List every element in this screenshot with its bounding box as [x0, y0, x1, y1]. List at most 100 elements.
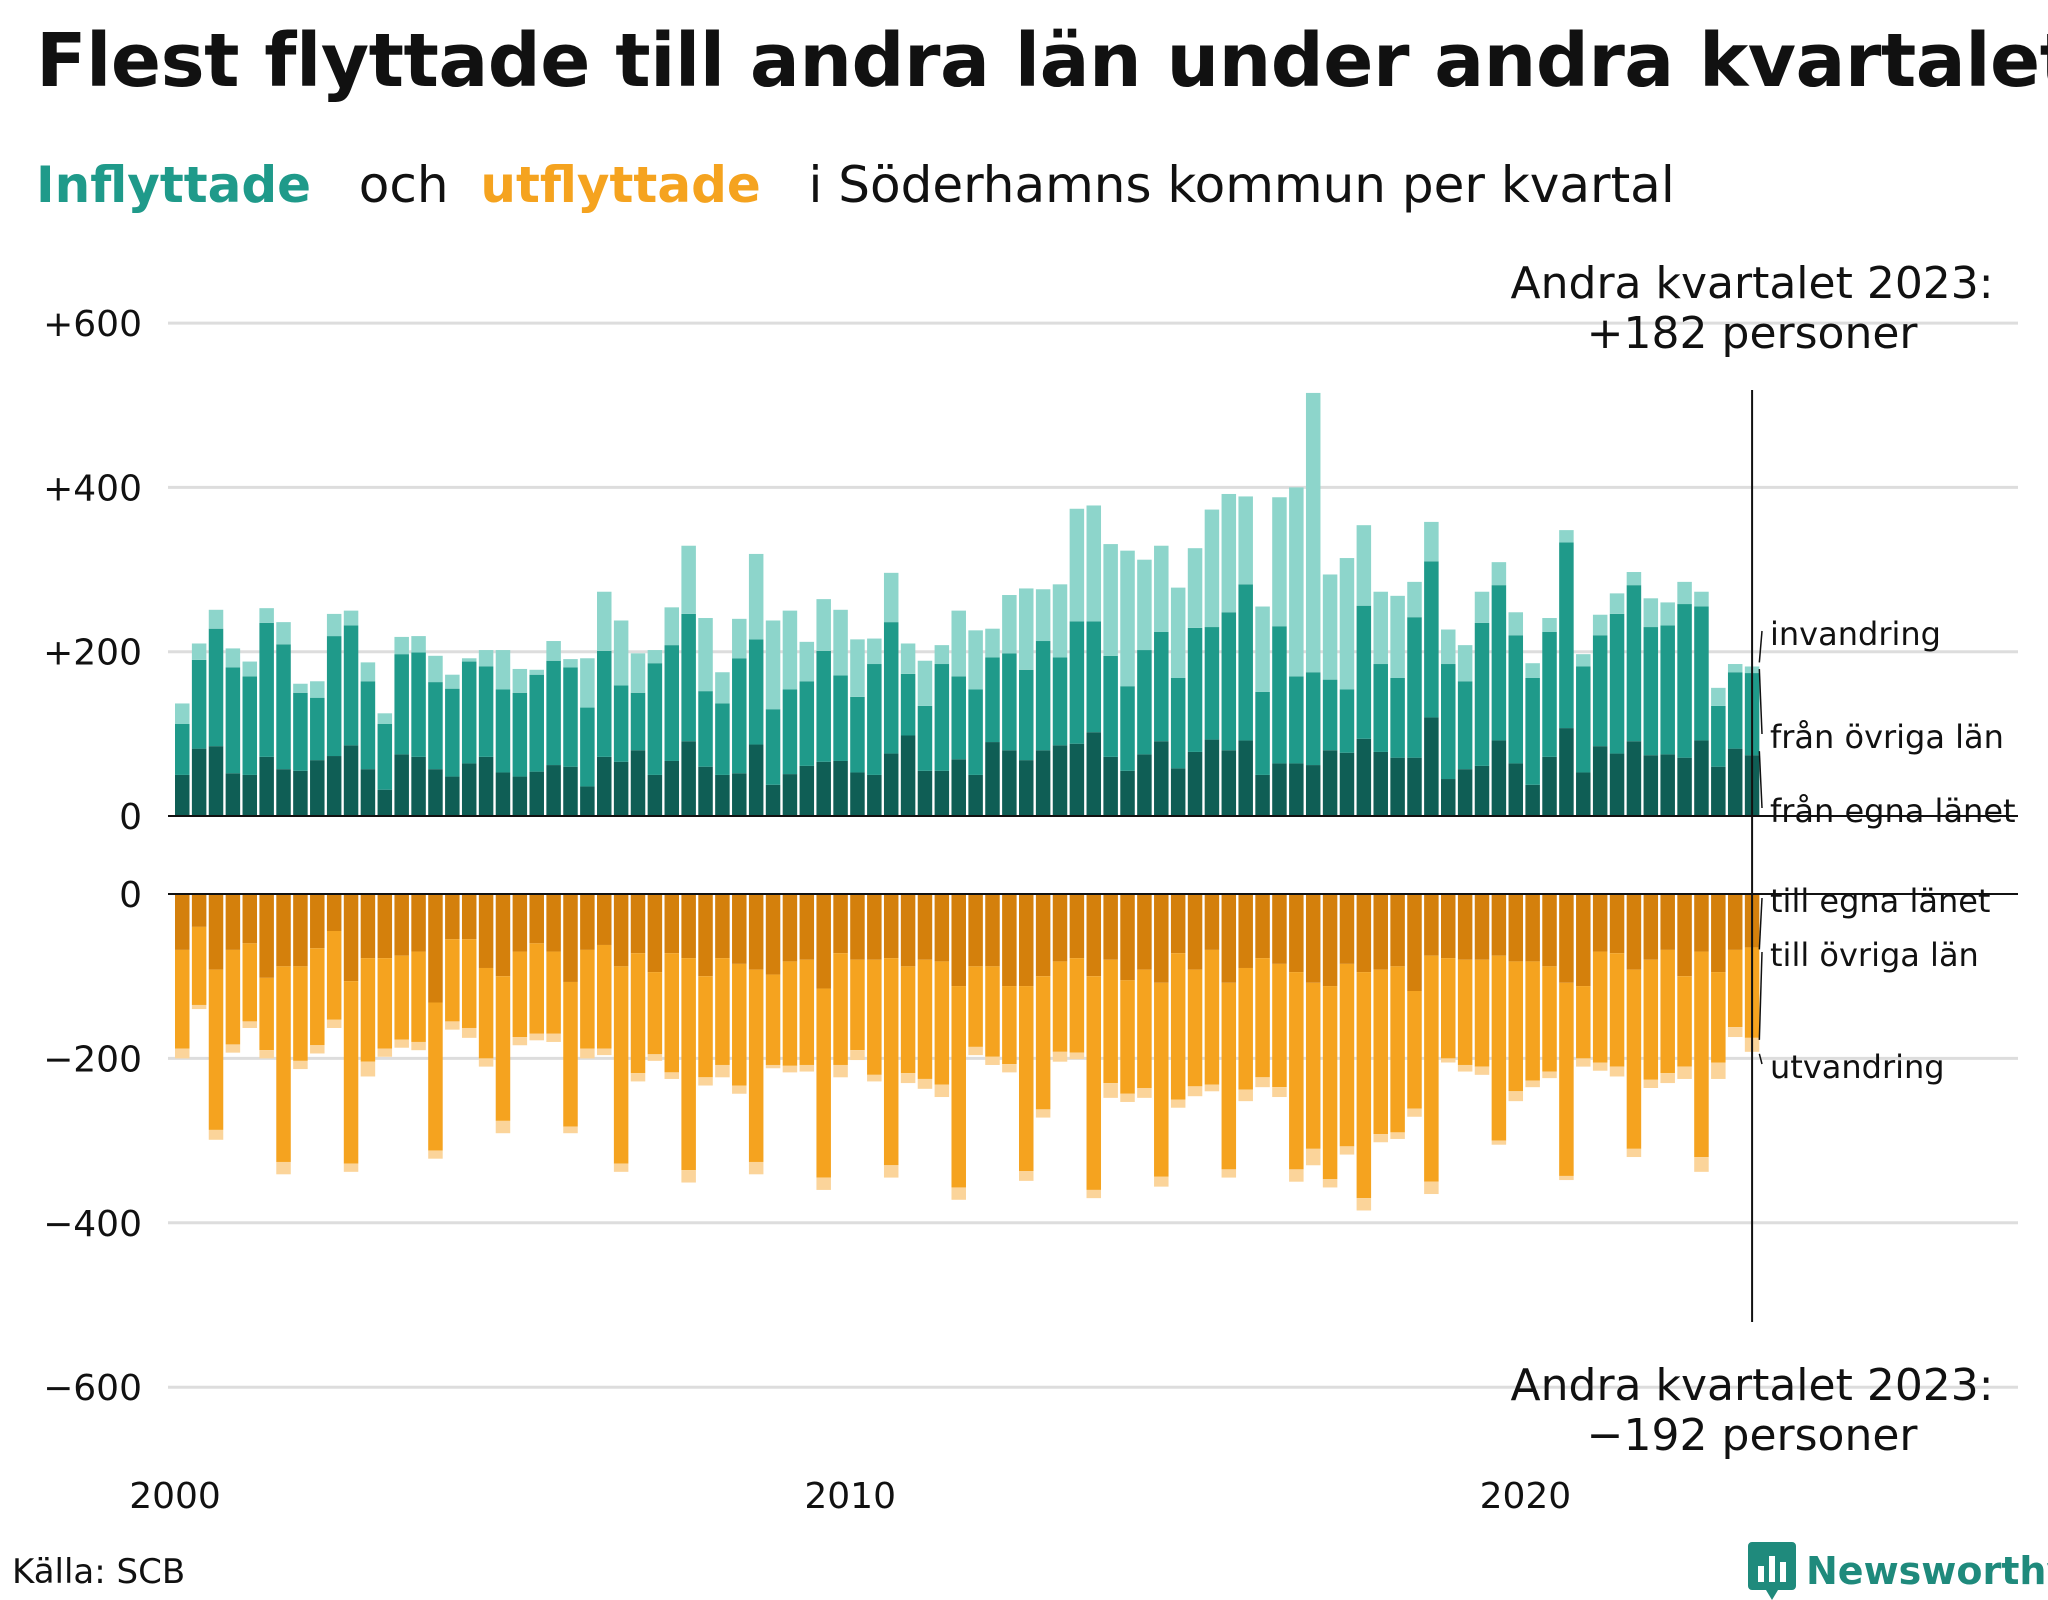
bar-in-2	[546, 641, 561, 661]
bar-out-2	[394, 1039, 409, 1048]
bar-out-1	[293, 966, 308, 1061]
bar-out-1	[1154, 982, 1169, 1177]
bar-in-1	[461, 661, 477, 764]
bar-in-1	[1727, 672, 1743, 749]
bar-in-0	[1255, 774, 1270, 816]
bar-in-1	[681, 613, 696, 742]
bar-in-2	[867, 638, 882, 665]
bar-in-2	[1120, 550, 1135, 687]
bar-in-1	[1694, 606, 1709, 741]
bar-in-0	[445, 776, 460, 816]
bar-out-2	[1407, 1108, 1422, 1117]
bar-in-1	[1660, 625, 1675, 755]
bar-out-1	[191, 926, 207, 1005]
bar-out-1	[1660, 949, 1675, 1074]
bar-out-1	[1120, 980, 1135, 1094]
bar-in-0	[1052, 745, 1068, 816]
newsworthy-logo[interactable]: Newsworthy	[1748, 1542, 2048, 1600]
bar-in-0	[529, 771, 544, 816]
bar-out-2	[1120, 1093, 1135, 1102]
bar-out-1	[698, 976, 713, 1078]
bar-in-2	[1356, 525, 1372, 606]
bar-in-2	[191, 643, 207, 660]
bar-out-0	[1508, 894, 1524, 962]
bar-in-1	[1407, 617, 1422, 758]
logo-text: Newsworthy	[1806, 1549, 2048, 1593]
bar-out-2	[546, 1033, 561, 1042]
bar-in-0	[597, 756, 612, 816]
bar-out-2	[1508, 1091, 1524, 1102]
bar-out-0	[1052, 894, 1068, 962]
bar-out-2	[1576, 1058, 1591, 1067]
bar-in-0	[1305, 765, 1321, 816]
bar-in-2	[934, 645, 950, 665]
bar-in-2	[1677, 581, 1692, 605]
bar-in-2	[1373, 591, 1388, 665]
bar-out-2	[580, 1048, 595, 1059]
bar-in-0	[1322, 750, 1338, 816]
bar-in-2	[1322, 574, 1338, 680]
bar-out-2	[461, 1027, 477, 1038]
bar-out-2	[1694, 1157, 1709, 1172]
bar-out-2	[1322, 1179, 1338, 1188]
bar-out-2	[259, 1050, 274, 1059]
bar-out-0	[1694, 894, 1709, 952]
bar-out-1	[1542, 966, 1557, 1072]
subtitle-utflyttade: utflyttade	[480, 156, 761, 214]
bar-in-2	[242, 661, 258, 677]
bar-out-1	[1626, 969, 1642, 1149]
bar-in-2	[613, 620, 629, 686]
bar-in-1	[748, 639, 764, 745]
bar-in-0	[1592, 746, 1608, 816]
bar-in-1	[1457, 681, 1473, 770]
bar-in-1	[276, 644, 291, 770]
y-tick-label: +400	[43, 468, 142, 509]
bar-in-2	[597, 591, 612, 651]
bar-out-0	[461, 894, 477, 940]
bar-in-0	[698, 766, 713, 816]
bar-out-2	[613, 1163, 629, 1172]
y-tick-label: −200	[43, 1039, 142, 1080]
bar-out-2	[934, 1084, 950, 1098]
bar-out-1	[1103, 959, 1118, 1084]
bar-out-1	[1356, 972, 1372, 1199]
bar-out-0	[1424, 894, 1439, 956]
bar-out-0	[900, 894, 916, 967]
bar-out-2	[850, 1050, 865, 1061]
bar-in-1	[1424, 561, 1439, 718]
bar-out-2	[1170, 1099, 1186, 1108]
bar-out-0	[1187, 894, 1203, 970]
bar-in-2	[1086, 505, 1102, 622]
bar-in-0	[1727, 748, 1743, 816]
bar-out-2	[276, 1161, 291, 1175]
bar-out-0	[1204, 894, 1220, 950]
bar-in-0	[985, 742, 1000, 816]
bar-out-2	[1441, 1058, 1456, 1063]
bar-in-2	[1660, 602, 1675, 626]
bar-out-2	[900, 1073, 916, 1084]
bar-out-2	[225, 1044, 241, 1053]
bar-in-0	[326, 756, 342, 816]
bar-out-0	[748, 894, 764, 970]
bar-in-1	[529, 674, 544, 772]
bar-out-1	[1491, 955, 1507, 1141]
bar-in-0	[833, 760, 848, 816]
bar-out-1	[1559, 982, 1574, 1176]
bar-out-1	[1525, 961, 1540, 1081]
bar-out-1	[816, 988, 831, 1178]
bar-in-1	[1154, 631, 1169, 742]
bar-in-1	[1221, 612, 1237, 751]
bar-in-1	[1356, 605, 1372, 739]
bar-out-1	[934, 961, 950, 1085]
bar-in-1	[1576, 666, 1591, 773]
bar-out-0	[1069, 894, 1085, 959]
bar-out-2	[1711, 1062, 1726, 1079]
bar-out-0	[1457, 894, 1473, 960]
bar-in-0	[1643, 755, 1659, 816]
bar-in-2	[833, 609, 848, 676]
bar-out-1	[917, 959, 933, 1079]
bar-out-0	[883, 894, 899, 959]
bar-in-0	[1694, 740, 1709, 816]
bar-out-1	[175, 949, 190, 1049]
bar-in-1	[1170, 677, 1186, 769]
